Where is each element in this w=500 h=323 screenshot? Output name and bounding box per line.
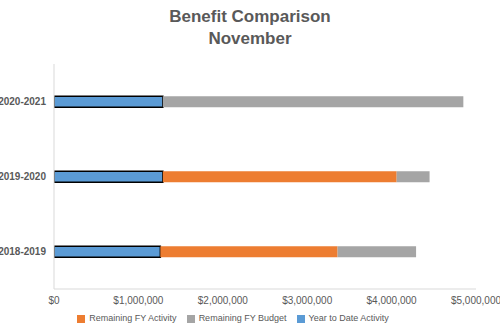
svg-text:$3,000,000: $3,000,000 [282, 295, 332, 306]
svg-text:$5,000,000: $5,000,000 [451, 295, 492, 306]
svg-text:2018-2019: 2018-2019 [8, 246, 46, 257]
svg-text:2020-2021: 2020-2021 [8, 96, 46, 107]
html-text:Remaining FY Activity: Remaining FY Activity [89, 313, 177, 323]
html-text:Year to Date Activity: Year to Date Activity [308, 313, 389, 323]
svg-text:2019-2020: 2019-2020 [8, 171, 46, 182]
html-text:Remaining FY Budget: Remaining FY Budget [198, 313, 287, 323]
svg-text:$0: $0 [48, 295, 60, 306]
html-text:Benefit Comparison: Benefit Comparison [169, 7, 331, 26]
svg-text:$4,000,000: $4,000,000 [367, 295, 417, 306]
svg-text:$1,000,000: $1,000,000 [113, 295, 163, 306]
svg-text:$2,000,000: $2,000,000 [198, 295, 248, 306]
html-text:November: November [208, 29, 292, 48]
